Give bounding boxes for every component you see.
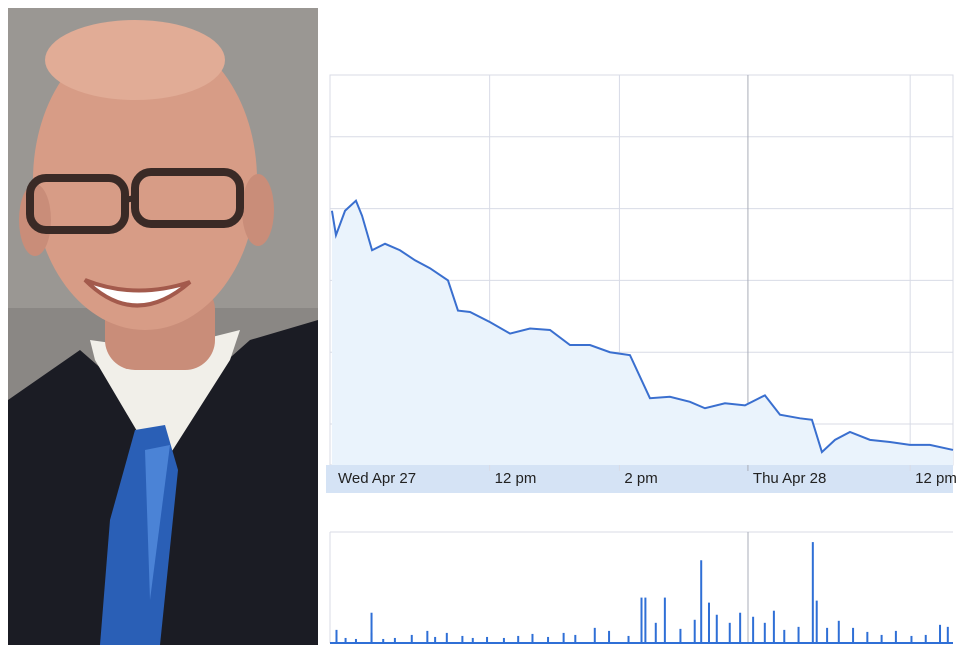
volume-bar [547, 636, 550, 643]
volume-bar [562, 632, 565, 643]
volume-bar [924, 634, 927, 643]
volume-bar [640, 597, 643, 643]
volume-bar [752, 616, 755, 643]
x-tick-label: Wed Apr 27 [338, 470, 416, 487]
volume-bar [426, 630, 429, 643]
volume-bar [486, 636, 489, 643]
volume-bar [946, 626, 949, 643]
price-line [330, 198, 954, 454]
stock-charts: Wed Apr 27 12 pm 2 pm Thu Apr 28 12 pm [326, 74, 957, 644]
volume-bar [826, 627, 829, 643]
x-tick-label: 12 pm [915, 470, 957, 487]
volume-bar [707, 602, 710, 643]
volume-bar [531, 633, 534, 643]
volume-bar [434, 636, 437, 643]
volume-bar [797, 626, 800, 643]
volume-bar [700, 560, 703, 643]
volume-bar [335, 629, 338, 643]
volume-bar [815, 600, 818, 643]
volume-bar [679, 628, 682, 643]
volume-bar [344, 637, 347, 643]
x-tick-label: 12 pm [495, 470, 537, 487]
volume-bar [370, 632, 373, 643]
volume-bar [517, 635, 520, 643]
volume-bar [783, 629, 786, 643]
volume-bar [461, 635, 464, 643]
volume-bar [866, 631, 869, 643]
x-tick-label: Thu Apr 28 [753, 470, 826, 487]
volume-bar [811, 542, 814, 643]
volume-bar [608, 630, 611, 643]
volume-bar [410, 634, 413, 643]
volume-bar [939, 624, 942, 643]
volume-bar [693, 619, 696, 643]
volume-bar [763, 622, 766, 643]
volume-bar [471, 637, 474, 643]
x-tick-label: 2 pm [624, 470, 657, 487]
volume-bar [654, 622, 657, 643]
volume-bar [593, 627, 596, 643]
volume-bar [880, 634, 883, 643]
volume-bar [574, 634, 577, 643]
volume-bar [354, 638, 357, 643]
volume-bar [382, 638, 385, 643]
volume-bar [644, 597, 647, 643]
volume-bar [894, 630, 897, 643]
volume-bar [728, 622, 731, 643]
volume-bar [445, 632, 448, 643]
volume-bar [370, 612, 373, 643]
price-area [331, 200, 953, 465]
volume-bar [852, 627, 855, 643]
volume-bar [502, 637, 505, 643]
volume-bar [393, 637, 396, 643]
volume-bar [663, 597, 666, 643]
volume-bar [739, 612, 742, 643]
volume-bar [837, 620, 840, 643]
volume-bar [910, 635, 913, 643]
x-axis-band [326, 465, 953, 493]
portrait-photo [8, 8, 318, 645]
volume-bar [772, 610, 775, 643]
volume-bar [627, 635, 630, 643]
volume-bar [715, 614, 718, 643]
